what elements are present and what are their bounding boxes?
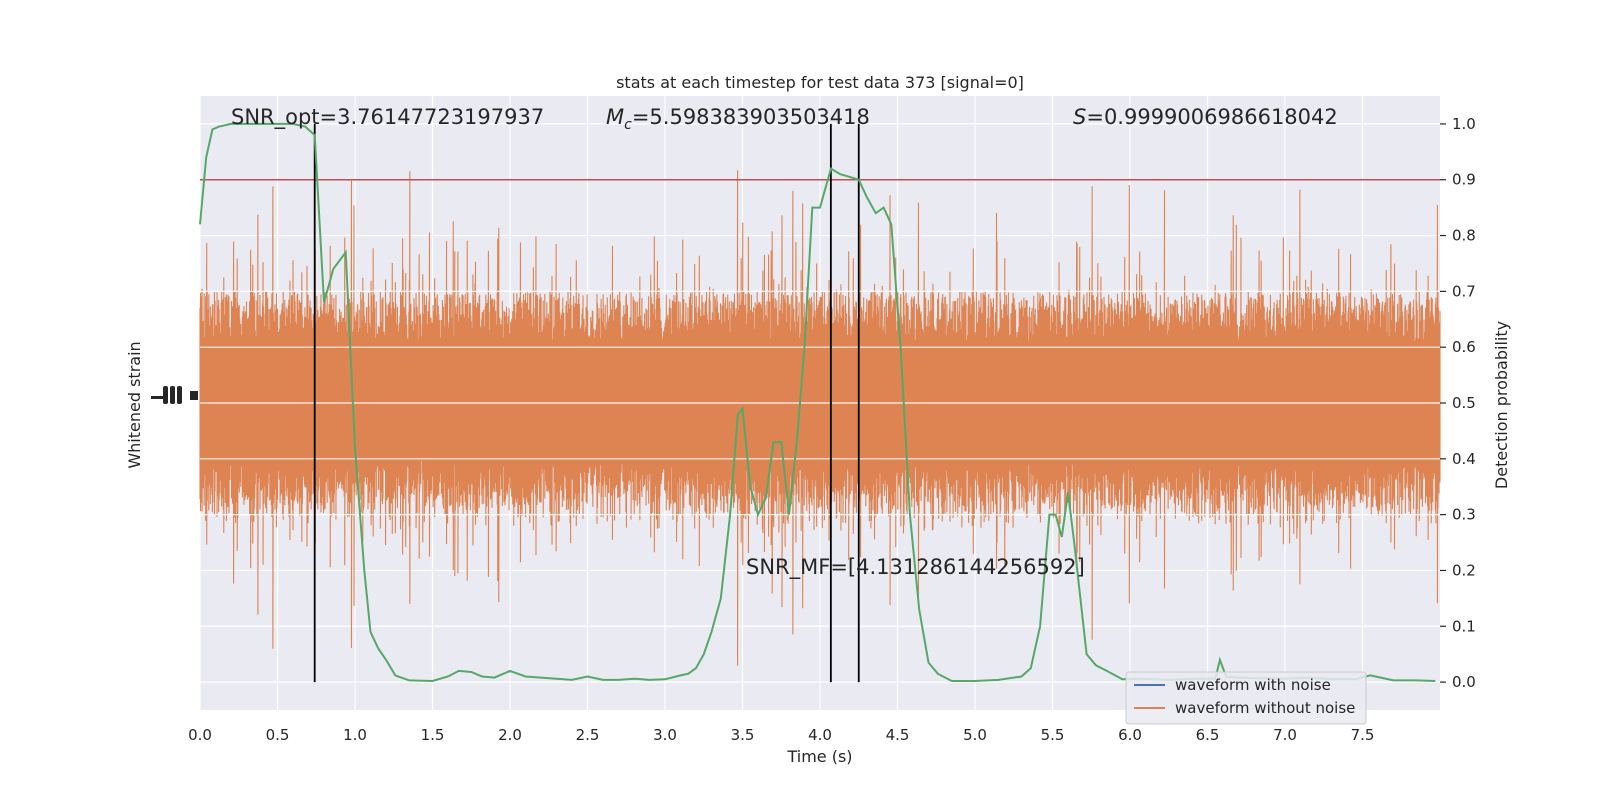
detection-probability-line (199, 122, 1436, 683)
right-y-tick-label: 1.0 (1452, 115, 1476, 133)
x-tick-labels: 0.0 0.5 1.0 1.5 2.0 2.5 3.0 3.5 4.0 4.5 5.0 5.5 6.0 6… (188, 726, 1374, 744)
right-y-tick-label: 0.9 (1452, 171, 1476, 189)
strain-series-without-noise (199, 170, 1441, 666)
x-tick-label: 7.0 (1273, 726, 1297, 744)
right-y-tick-label: 0.8 (1452, 227, 1476, 245)
right-y-tick-label: 0.4 (1452, 450, 1476, 468)
x-tick-label: 4.0 (808, 726, 832, 744)
x-tick-label: 0.5 (266, 726, 290, 744)
s-value: =0.9999006986618042 (1086, 105, 1337, 129)
x-tick-label: 2.5 (576, 726, 600, 744)
x-tick-label: 5.5 (1041, 726, 1065, 744)
right-y-tick-label: 0.7 (1452, 282, 1476, 300)
x-tick-label: 6.5 (1196, 726, 1220, 744)
annotation-s: S=0.9999006986618042 (1073, 105, 1338, 129)
legend-box (1125, 671, 1367, 725)
right-y-tick-label: 0.3 (1452, 506, 1476, 524)
left-tick-cluster (151, 396, 163, 399)
s-symbol: S (1073, 105, 1086, 129)
chirp-mass-symbol: M (606, 105, 624, 129)
annotation-snr-mf: SNR_MF=[4.131286144256592] (746, 555, 1085, 580)
x-tick-label: 7.5 (1351, 726, 1375, 744)
right-y-tick-label: 0.0 (1452, 673, 1476, 691)
x-tick-label: 1.0 (343, 726, 367, 744)
left-axis-collapsed-ticks (151, 386, 198, 404)
right-y-tick-label: 0.1 (1452, 617, 1476, 635)
x-tick-label: 0.0 (188, 726, 212, 744)
chirp-mass-value: =5.598383903503418 (632, 105, 870, 129)
legend: waveform with noise waveform without noi… (1125, 671, 1367, 725)
x-tick-label: 2.0 (498, 726, 522, 744)
legend-label-without-noise: waveform without noise (1175, 699, 1355, 717)
x-tick-label: 5.0 (963, 726, 987, 744)
right-y-tick-label: 0.6 (1452, 338, 1476, 356)
x-tick-label: 4.5 (886, 726, 910, 744)
chart-title: stats at each timestep for test data 373… (616, 73, 1024, 92)
x-tick-label: 6.0 (1118, 726, 1142, 744)
right-y-axis-label: Detection probability (1492, 321, 1511, 489)
left-tick-cluster (190, 391, 198, 400)
x-tick-label: 1.5 (421, 726, 445, 744)
legend-label-with-noise: waveform with noise (1175, 676, 1331, 694)
left-tick-cluster (170, 386, 175, 404)
x-tick-label: 3.0 (653, 726, 677, 744)
left-tick-cluster (177, 386, 182, 404)
annotation-snr-opt: SNR_opt=3.76147723197937 (231, 105, 544, 130)
x-axis-label: Time (s) (786, 747, 852, 766)
right-y-tick-labels: 0.0 0.1 0.2 0.3 0.4 0.5 0.6 0.7 0.8 0.9 1.0 (1440, 115, 1476, 691)
annotation-chirp-mass: Mc=5.598383903503418 (606, 105, 870, 133)
vertical-markers (313, 123, 860, 683)
left-y-axis-label: Whitened strain (125, 341, 144, 468)
right-y-tick-label: 0.2 (1452, 561, 1476, 579)
chirp-mass-subscript: c (624, 117, 632, 133)
x-tick-label: 3.5 (731, 726, 755, 744)
right-y-tick-label: 0.5 (1452, 394, 1476, 412)
left-tick-cluster (163, 386, 168, 404)
